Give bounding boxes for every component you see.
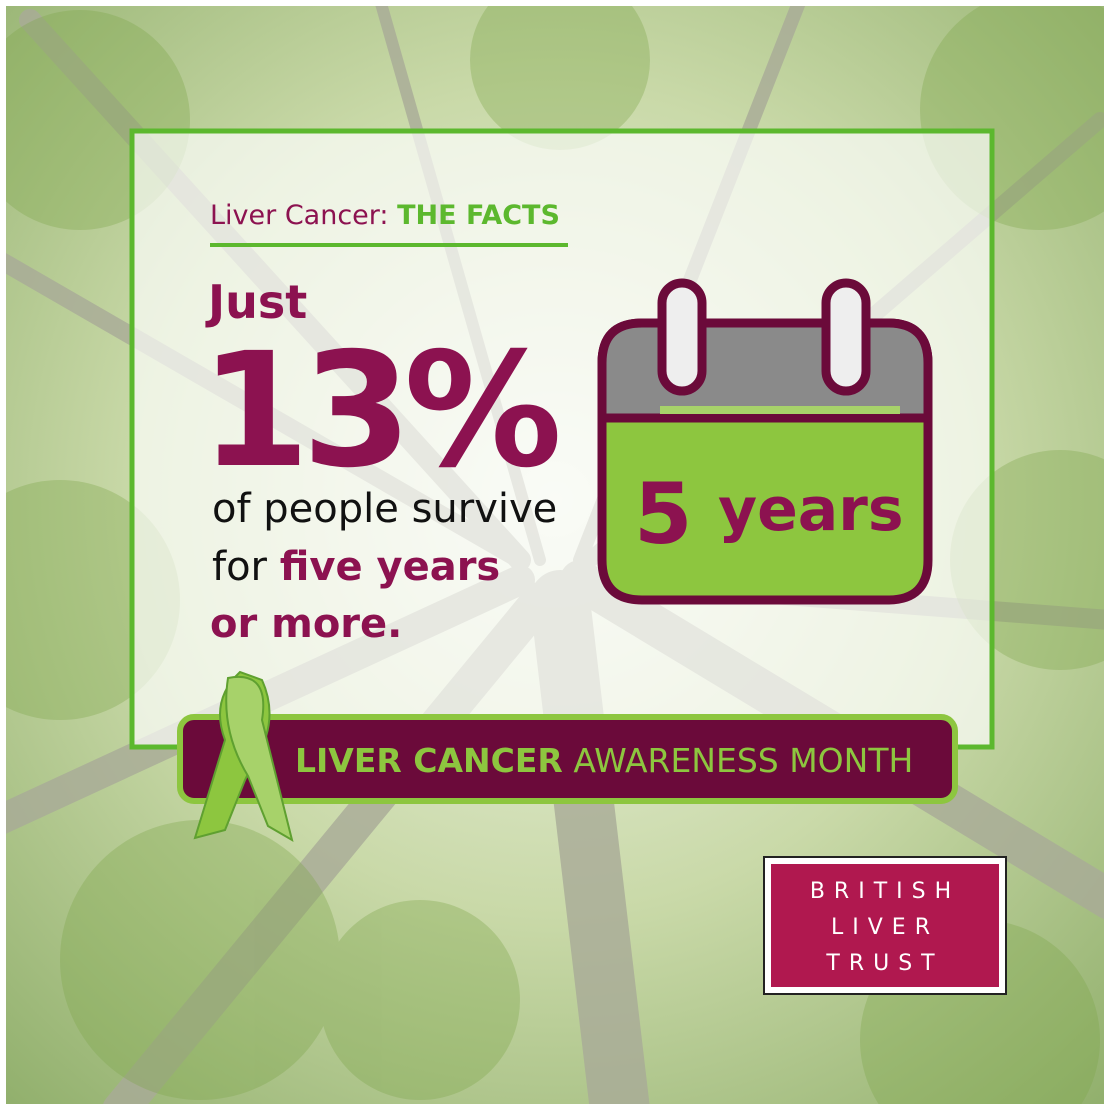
fact-line-bold: five years: [280, 544, 501, 590]
ribbon: [193, 670, 294, 843]
header-lead: Liver Cancer:: [210, 200, 389, 231]
calendar-unit: years: [718, 475, 904, 545]
fact-line: for five years: [212, 544, 500, 590]
banner: [177, 714, 958, 804]
banner-light: AWARENESS MONTH: [573, 741, 913, 780]
fact-intro: Just: [205, 275, 307, 329]
logo-line: TRUST: [825, 951, 943, 976]
header: Liver Cancer: THE FACTS: [210, 200, 560, 231]
fact-line: of people survive: [212, 486, 557, 532]
banner-text: LIVER CANCER AWARENESS MONTH: [295, 741, 913, 780]
calendar-icon: [597, 278, 933, 605]
fact-line-plain: for: [212, 544, 268, 590]
logo: [771, 864, 999, 987]
calendar-number: 5: [634, 465, 692, 563]
logo-line: BRITISH: [810, 879, 960, 904]
fact-figure: 13%: [200, 319, 558, 503]
fact-line: or more.: [210, 601, 402, 647]
logo-line: LIVER: [831, 915, 939, 940]
header-emphasis: THE FACTS: [397, 200, 560, 231]
banner-bold: LIVER CANCER: [295, 741, 563, 780]
